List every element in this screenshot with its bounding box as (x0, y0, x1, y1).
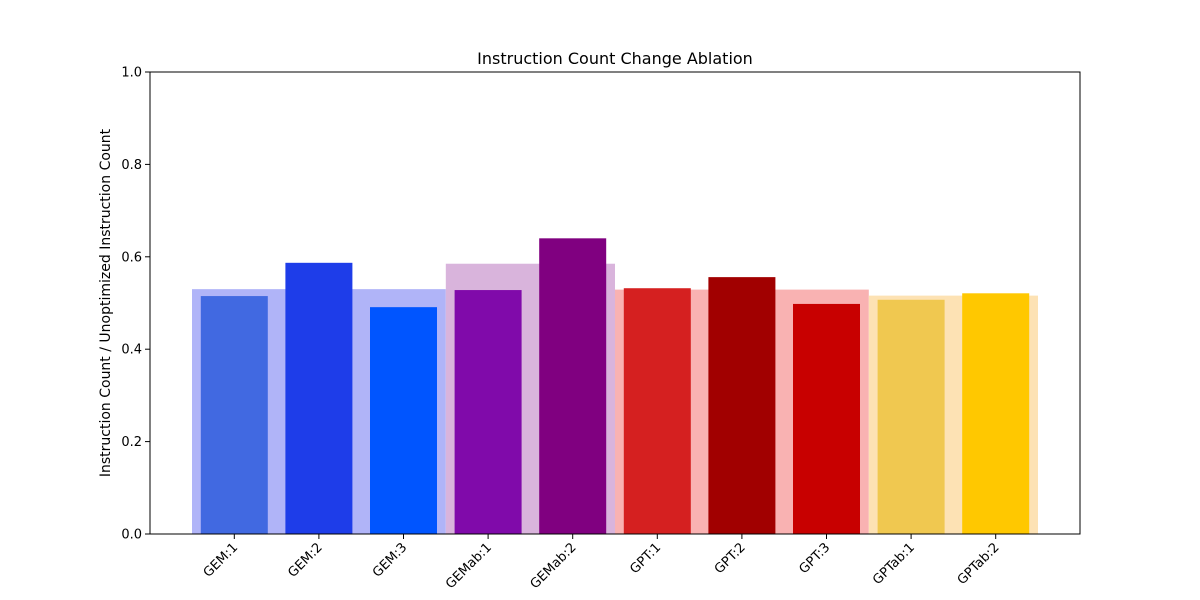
bar-gemab-2 (539, 238, 607, 534)
x-tick-label: GEM:1 (201, 540, 241, 580)
x-tick-label: GPT:3 (797, 540, 834, 577)
bar-gptab-2 (962, 293, 1030, 534)
bar-gpt-1 (623, 288, 691, 534)
bar-gem-1 (200, 296, 268, 534)
bars (200, 238, 1030, 534)
x-tick-label: GEMab:1 (443, 540, 495, 592)
y-tick-label: 0.4 (121, 343, 142, 358)
x-tick-label: GEMab:2 (528, 540, 580, 592)
y-axis-label: Instruction Count / Unoptimized Instruct… (98, 128, 114, 477)
x-tick-label: GPT:1 (627, 540, 664, 577)
bar-gemab-1 (454, 290, 522, 534)
x-tick-label: GPTab:2 (955, 540, 1003, 588)
y-tick-label: 0.8 (121, 158, 142, 173)
y-tick-label: 0.2 (121, 435, 142, 450)
bar-gpt-2 (708, 277, 776, 534)
bar-gpt-3 (793, 303, 860, 534)
plot-frame (149, 71, 1081, 535)
y-tick-label: 0.6 (121, 250, 142, 265)
x-tick-label: GEM:2 (285, 540, 325, 580)
x-tick-label: GPTab:1 (870, 540, 918, 588)
bar-gptab-1 (877, 299, 945, 534)
chart-title: Instruction Count Change Ablation (477, 49, 753, 68)
y-tick-label: 1.0 (121, 66, 142, 81)
y-tick-label: 0.0 (121, 528, 142, 543)
x-tick-label: GPT:2 (712, 540, 749, 577)
x-tick-label: GEM:3 (370, 540, 410, 580)
bar-gem-3 (370, 307, 437, 534)
bar-gem-2 (285, 262, 353, 534)
